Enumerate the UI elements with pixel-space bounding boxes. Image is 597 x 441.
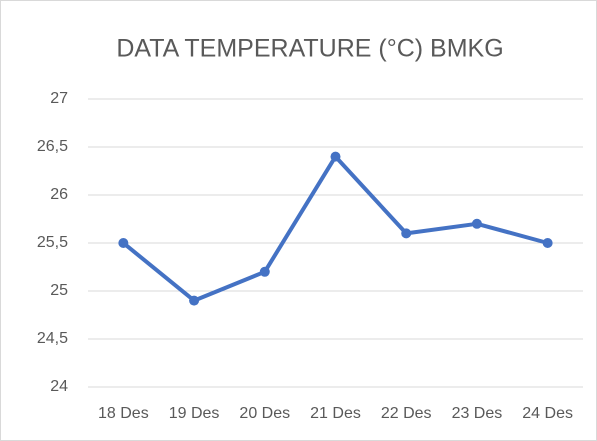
chart-title: DATA TEMPERATURE (°C) BMKG <box>116 35 503 63</box>
marker <box>542 238 553 248</box>
y-tick-label: 26,5 <box>37 138 68 155</box>
y-tick-label: 26 <box>50 186 68 203</box>
x-tick-label: 22 Des <box>381 405 432 422</box>
y-tick-label: 24,5 <box>37 330 68 347</box>
marker <box>189 295 200 306</box>
x-tick-label: 21 Des <box>310 405 361 422</box>
x-tick-label: 18 Des <box>98 405 149 422</box>
y-tick-label: 25,5 <box>37 234 68 251</box>
x-tick-label: 24 Des <box>522 405 573 422</box>
marker <box>330 151 341 162</box>
x-tick-label: 20 Des <box>239 405 290 422</box>
y-tick-label: 27 <box>50 90 68 107</box>
marker <box>471 218 482 229</box>
y-tick-label: 24 <box>50 378 68 395</box>
y-tick-label: 25 <box>50 282 68 299</box>
marker <box>401 228 412 239</box>
x-tick-label: 23 Des <box>452 405 503 422</box>
marker <box>259 266 270 277</box>
marker <box>118 238 129 248</box>
x-tick-label: 19 Des <box>169 405 220 422</box>
